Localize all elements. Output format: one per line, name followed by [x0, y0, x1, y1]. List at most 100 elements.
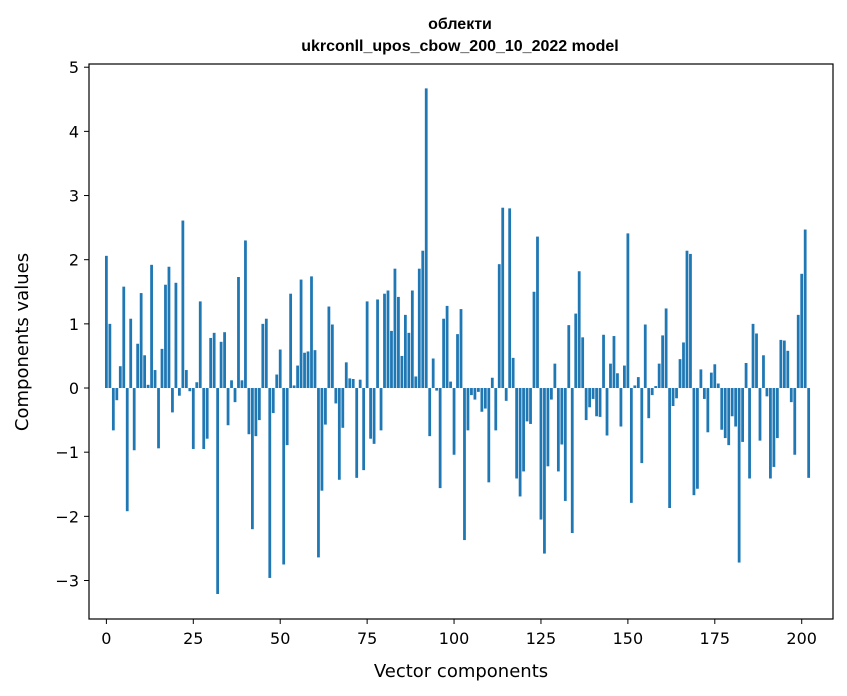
- bar: [313, 350, 317, 389]
- bar: [689, 253, 692, 389]
- bar: [320, 388, 324, 491]
- bar: [671, 388, 675, 406]
- bar: [716, 383, 720, 389]
- bar: [344, 362, 348, 389]
- bar: [216, 388, 220, 594]
- bar: [438, 388, 442, 489]
- bar: [226, 388, 230, 426]
- bar: [122, 286, 126, 389]
- x-tick-label: 50: [270, 629, 290, 648]
- bar: [741, 388, 744, 442]
- bar: [605, 388, 609, 436]
- bar: [275, 374, 279, 389]
- bar: [675, 388, 678, 399]
- bar: [355, 388, 359, 478]
- bar: [629, 388, 633, 503]
- bar: [720, 388, 724, 430]
- bar: [518, 388, 522, 497]
- bar: [181, 220, 185, 389]
- bar: [702, 388, 706, 399]
- x-tick-label: 0: [101, 629, 111, 648]
- bar: [303, 352, 306, 389]
- bar: [257, 388, 261, 421]
- bar: [410, 290, 414, 389]
- bar: [268, 388, 272, 578]
- bar: [640, 388, 644, 464]
- bar: [324, 388, 327, 425]
- bar: [143, 355, 147, 389]
- x-tick-label: 75: [357, 629, 377, 648]
- bar: [299, 279, 303, 389]
- bar: [682, 342, 685, 389]
- bar: [511, 357, 515, 389]
- bar: [271, 388, 275, 414]
- bar: [157, 388, 160, 449]
- bar: [782, 340, 786, 389]
- bar: [400, 355, 404, 389]
- bar: [755, 333, 758, 389]
- bar: [522, 388, 525, 472]
- bar: [685, 250, 689, 389]
- bar: [483, 388, 487, 409]
- x-tick-label: 125: [526, 629, 557, 648]
- bar: [476, 388, 480, 392]
- bar: [619, 388, 623, 427]
- bar: [463, 388, 466, 541]
- bar: [372, 388, 376, 444]
- bar: [591, 388, 595, 399]
- bar: [727, 388, 731, 446]
- bar: [191, 388, 195, 449]
- bar: [539, 388, 543, 520]
- x-tick-label: 175: [700, 629, 731, 648]
- bar: [164, 284, 167, 389]
- bar: [348, 378, 352, 389]
- bar: [254, 388, 258, 437]
- bar: [219, 341, 223, 389]
- x-tick-label: 25: [183, 629, 203, 648]
- y-tick-label: −3: [55, 572, 79, 591]
- bar: [550, 388, 553, 400]
- bar: [723, 388, 727, 439]
- bar: [296, 365, 299, 389]
- bar: [129, 318, 133, 389]
- bar: [609, 363, 612, 389]
- bar: [178, 388, 181, 396]
- bar: [696, 388, 699, 489]
- bar: [598, 388, 602, 417]
- bar: [209, 337, 213, 389]
- y-axis-ticks: −3 −2 −1 0 1 2 3 4 5: [55, 58, 89, 591]
- bar: [504, 388, 508, 401]
- bar: [330, 324, 334, 389]
- bar: [153, 370, 157, 389]
- bar: [379, 388, 383, 431]
- bar: [167, 266, 171, 389]
- bar: [351, 379, 355, 389]
- bar: [466, 388, 470, 431]
- y-tick-label: 1: [69, 315, 79, 334]
- bar: [327, 306, 331, 389]
- bar: [602, 334, 605, 389]
- bar: [449, 381, 452, 389]
- bar: [664, 308, 668, 389]
- bar: [623, 365, 626, 389]
- y-tick-label: 5: [69, 58, 79, 77]
- bar: [198, 301, 202, 389]
- bar: [428, 388, 432, 437]
- bar: [661, 335, 665, 389]
- bar: [473, 388, 477, 400]
- y-tick-label: 3: [69, 187, 79, 206]
- bar: [264, 318, 268, 389]
- bar: [184, 370, 188, 389]
- bar: [796, 314, 800, 389]
- bar: [136, 343, 140, 389]
- bar: [762, 355, 765, 389]
- bar: [709, 372, 713, 389]
- bar: [654, 386, 658, 389]
- bar: [445, 305, 449, 389]
- bar: [706, 388, 710, 433]
- bar: [758, 388, 762, 441]
- bar: [306, 351, 310, 389]
- bar: [734, 388, 738, 427]
- bar: [581, 337, 585, 389]
